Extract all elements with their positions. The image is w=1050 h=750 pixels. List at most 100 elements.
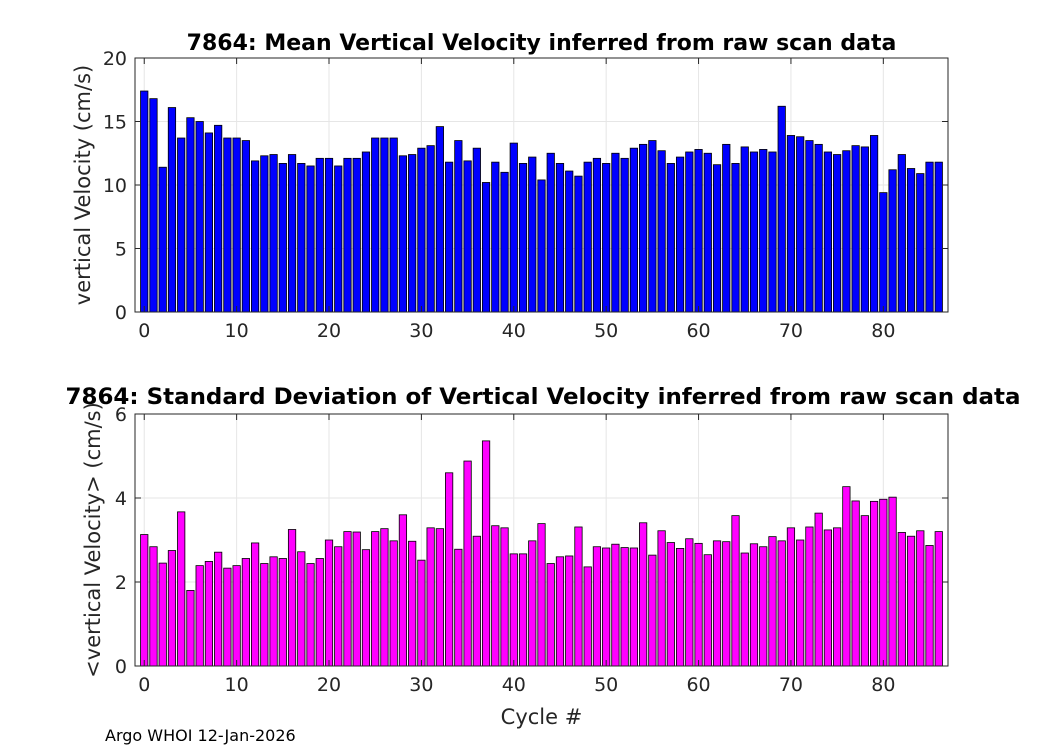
- bar: [463, 460, 472, 667]
- bar: [869, 500, 879, 667]
- bar: [426, 527, 435, 667]
- bar: [851, 145, 860, 313]
- bar: [786, 527, 796, 667]
- bar: [398, 514, 408, 667]
- bar: [343, 531, 352, 667]
- bar: [223, 137, 232, 313]
- chart-title: 7864: Standard Deviation of Vertical Vel…: [66, 385, 1021, 410]
- bar: [278, 163, 287, 313]
- bar: [287, 154, 297, 313]
- bar: [749, 543, 759, 667]
- bar: [269, 556, 278, 667]
- bar: [435, 528, 444, 667]
- bar: [703, 554, 712, 667]
- x-tick-label: 0: [138, 674, 150, 696]
- bar: [509, 142, 518, 313]
- bar: [897, 532, 906, 667]
- bar: [731, 163, 740, 313]
- bar: [759, 546, 768, 667]
- bar: [241, 140, 250, 313]
- bar: [602, 547, 611, 667]
- bar: [916, 173, 925, 313]
- bar: [232, 565, 241, 667]
- bar: [260, 155, 269, 313]
- bar: [916, 530, 925, 667]
- bar: [509, 553, 518, 667]
- bar: [398, 155, 408, 313]
- bar: [888, 496, 897, 667]
- bar: [860, 515, 869, 667]
- bar: [611, 152, 620, 313]
- y-tick-label: 0: [115, 302, 127, 324]
- bar: [842, 486, 851, 667]
- y-tick-label: 0: [115, 656, 127, 678]
- x-tick-label: 30: [409, 674, 433, 696]
- bar: [777, 540, 786, 667]
- bar: [324, 157, 334, 313]
- bar: [195, 565, 204, 667]
- bar: [648, 140, 657, 313]
- bar: [694, 542, 703, 667]
- bar: [869, 135, 879, 313]
- bar: [214, 551, 223, 667]
- bar: [796, 539, 805, 667]
- bar: [740, 146, 749, 313]
- x-tick-label: 40: [502, 320, 526, 342]
- bar: [629, 547, 638, 667]
- bar: [445, 161, 454, 313]
- bar: [177, 137, 186, 313]
- bar: [574, 175, 583, 313]
- bar: [491, 161, 500, 313]
- bar: [260, 563, 269, 667]
- y-tick-label: 5: [115, 239, 127, 261]
- x-tick-label: 50: [594, 320, 618, 342]
- bar: [814, 143, 823, 313]
- bar: [796, 136, 805, 313]
- bar: [555, 163, 565, 313]
- bar: [204, 132, 214, 313]
- bar: [675, 156, 685, 313]
- bar: [602, 163, 611, 313]
- bar: [454, 140, 463, 313]
- x-tick-label: 70: [779, 674, 803, 696]
- bar: [371, 531, 380, 667]
- bar: [361, 151, 371, 313]
- bar: [297, 551, 306, 667]
- y-tick-label: 6: [115, 404, 127, 426]
- x-tick-label: 0: [138, 320, 150, 342]
- bar: [214, 124, 223, 313]
- bar: [934, 161, 943, 313]
- bar: [731, 515, 740, 667]
- bar: [481, 440, 491, 667]
- bar: [195, 121, 204, 313]
- bar: [454, 548, 463, 667]
- bar: [833, 154, 842, 313]
- bar: [740, 552, 749, 667]
- bar: [759, 149, 768, 313]
- bar: [851, 500, 860, 667]
- bar: [934, 531, 943, 667]
- bar: [620, 157, 629, 313]
- y-tick-label: 15: [103, 112, 127, 134]
- bar: [906, 535, 916, 667]
- bar: [352, 157, 361, 313]
- bar: [315, 157, 324, 313]
- bar: [805, 526, 814, 667]
- bar: [371, 137, 380, 313]
- bar: [888, 169, 897, 313]
- bar: [639, 143, 648, 313]
- bar: [361, 549, 371, 667]
- x-axis-label: Cycle #: [501, 705, 583, 729]
- bar: [925, 161, 934, 313]
- bar: [232, 137, 241, 313]
- bar: [611, 543, 620, 667]
- bar: [694, 149, 703, 313]
- bar: [417, 559, 426, 667]
- bar: [491, 525, 500, 667]
- footer-text: Argo WHOI 12-Jan-2026: [105, 726, 296, 745]
- bar: [768, 536, 777, 667]
- y-tick-label: 4: [115, 488, 127, 510]
- bar: [334, 546, 343, 667]
- bar: [666, 163, 675, 313]
- bar: [177, 511, 186, 667]
